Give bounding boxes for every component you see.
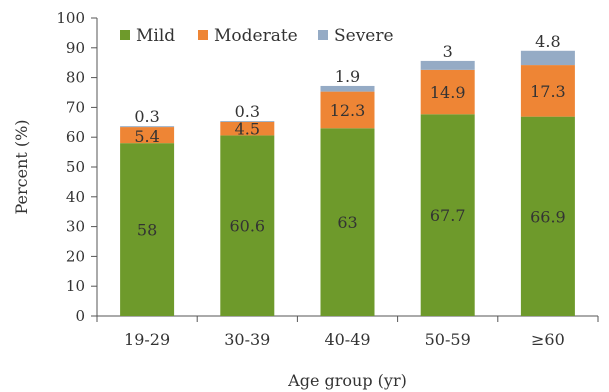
bar-mild-4 <box>420 114 475 316</box>
x-tick-label: 40-49 <box>324 330 370 349</box>
data-label-severe-3: 1.9 <box>335 67 360 86</box>
x-axis-title: Age group (yr) <box>287 371 407 390</box>
bar-mild-5 <box>520 116 575 316</box>
y-tick-label: 90 <box>66 39 85 57</box>
y-axis: 0 10 20 30 40 50 60 70 80 90 100 <box>56 9 98 325</box>
data-label-moderate-4: 14.9 <box>430 83 466 102</box>
bar-moderate-1 <box>120 127 175 144</box>
legend-swatch-severe <box>318 30 328 40</box>
x-tick-label: 30-39 <box>224 330 270 349</box>
data-label-severe-1: 0.3 <box>134 107 159 126</box>
bar-severe-3 <box>320 85 375 92</box>
y-tick-label: 10 <box>66 277 85 295</box>
legend-swatch-mild <box>120 30 130 40</box>
legend: Mild Moderate Severe <box>120 26 394 46</box>
data-label-mild-4: 67.7 <box>430 206 466 225</box>
legend-label-severe: Severe <box>334 26 394 46</box>
y-tick-label: 30 <box>66 218 85 236</box>
y-tick-label: 100 <box>56 9 85 27</box>
data-label-moderate-1: 5.4 <box>134 127 159 146</box>
data-label-moderate-5: 17.3 <box>530 82 566 101</box>
bar-moderate-2 <box>220 122 275 136</box>
bar-severe-1 <box>120 126 175 128</box>
bar-moderate-4 <box>420 69 475 115</box>
legend-label-mild: Mild <box>136 26 175 46</box>
x-tick-label: 19-29 <box>124 330 170 349</box>
x-tick-label: 50-59 <box>425 330 471 349</box>
bar-severe-2 <box>220 121 275 123</box>
data-label-mild-2: 60.6 <box>229 217 265 236</box>
bars <box>120 50 575 316</box>
y-axis-title: Percent (%) <box>12 119 31 214</box>
y-tick-label: 50 <box>66 158 85 176</box>
y-tick-label: 0 <box>75 307 85 325</box>
data-label-severe-4: 3 <box>443 42 453 61</box>
y-tick-label: 20 <box>66 247 85 265</box>
bar-mild-3 <box>320 128 375 316</box>
data-label-moderate-3: 12.3 <box>330 101 366 120</box>
x-tick-label: ≥60 <box>531 330 565 349</box>
legend-label-moderate: Moderate <box>214 26 298 46</box>
data-label-mild-1: 58 <box>137 221 157 240</box>
legend-swatch-moderate <box>198 30 208 40</box>
bar-mild-1 <box>120 143 175 316</box>
bar-moderate-3 <box>320 91 375 129</box>
data-label-severe-2: 0.3 <box>235 102 260 121</box>
x-axis: 19-29 30-39 40-49 50-59 ≥60 <box>96 315 599 349</box>
y-tick-label: 70 <box>66 98 85 116</box>
y-tick-label: 80 <box>66 69 85 87</box>
data-label-mild-3: 63 <box>337 213 357 232</box>
y-tick-label: 60 <box>66 128 85 146</box>
data-label-severe-5: 4.8 <box>535 32 560 51</box>
data-label-mild-5: 66.9 <box>530 207 566 226</box>
y-tick-label: 40 <box>66 188 85 206</box>
bar-severe-4 <box>420 60 475 70</box>
bar-mild-2 <box>220 135 275 316</box>
data-label-moderate-2: 4.5 <box>235 119 260 138</box>
data-labels: 585.40.360.64.50.36312.31.967.714.9366.9… <box>134 32 565 240</box>
bar-moderate-5 <box>520 65 575 117</box>
bar-severe-5 <box>520 50 575 66</box>
